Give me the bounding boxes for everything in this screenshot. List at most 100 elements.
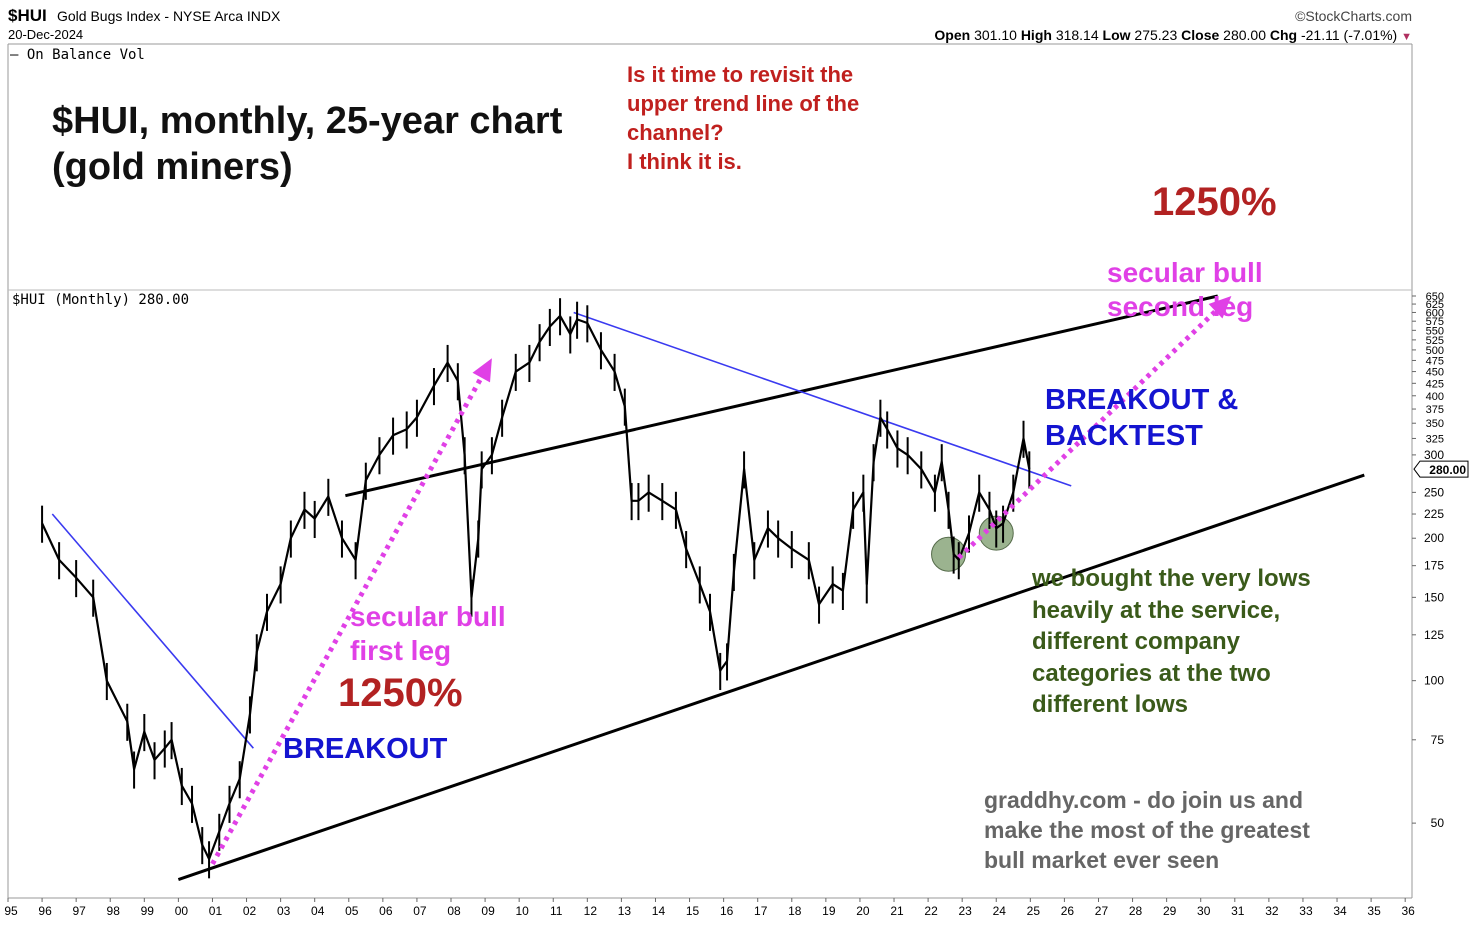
trend-lines	[51, 294, 1365, 881]
y-tick-label: 500	[1426, 345, 1444, 357]
x-tick-label: 98	[107, 904, 121, 918]
x-tick-label: 11	[550, 904, 563, 918]
y-tick-label: 625	[1426, 299, 1444, 311]
open-label: Open	[934, 27, 971, 43]
x-tick-label: 25	[1027, 904, 1041, 918]
percent-second-leg: 1250%	[1152, 180, 1277, 224]
projection-arrow-2-head	[1208, 296, 1232, 319]
chart-date: 20-Dec-2024	[8, 27, 84, 42]
question-line: upper trend line of the	[627, 91, 860, 116]
chg-label: Chg	[1269, 27, 1298, 43]
x-tick-label: 14	[652, 904, 666, 918]
first-leg-label: secular bull first leg	[350, 600, 506, 668]
title-line: (gold miners)	[52, 146, 293, 188]
second-leg-label: secular bull second leg	[1107, 256, 1263, 324]
chart-title-annotation: $HUI, monthly, 25-year chart (gold miner…	[52, 98, 562, 190]
close-label: Close	[1181, 27, 1220, 43]
y-tick-label: 400	[1426, 391, 1444, 403]
breakout-backtest-line: BREAKOUT &	[1045, 384, 1239, 416]
x-tick-label: 12	[584, 904, 598, 918]
second-leg-line: secular bull	[1107, 257, 1263, 288]
x-tick-label: 34	[1333, 904, 1347, 918]
last-price-value: 280.00	[1429, 463, 1466, 477]
breakout-backtest-line: BACKTEST	[1045, 420, 1203, 452]
x-tick-label: 06	[379, 904, 393, 918]
ohlc-readout: Open 301.10 High 318.14 Low 275.23 Close…	[934, 27, 1412, 43]
low-label: Low	[1102, 27, 1131, 43]
axis-ticks: 95 96 97 98 99 00 01 02 03 04 05 06 07 08 09 10 11 12 13 14…	[4, 291, 1469, 918]
second-leg-line: second leg	[1107, 291, 1254, 322]
x-tick-label: 01	[209, 904, 223, 918]
y-tick-label: 450	[1426, 367, 1444, 379]
x-tick-label: 33	[1299, 904, 1313, 918]
open-value: 301.10	[974, 27, 1017, 43]
y-tick-label: 75	[1431, 733, 1445, 747]
y-tick-label: 650	[1426, 291, 1444, 303]
x-tick-label: 28	[1129, 904, 1143, 918]
downtrend-line-1	[51, 513, 254, 749]
x-tick-label: 24	[993, 904, 1007, 918]
x-tick-label: 26	[1061, 904, 1075, 918]
high-value: 318.14	[1055, 27, 1099, 43]
green-note: we bought the very lows heavily at the s…	[1032, 563, 1311, 721]
question-line: I think it is.	[627, 149, 742, 174]
projection-arrows	[210, 296, 1232, 866]
x-tick-label: 15	[686, 904, 700, 918]
x-tick-label: 19	[822, 904, 836, 918]
y-tick-label: 225	[1424, 507, 1444, 521]
x-tick-label: 95	[4, 904, 18, 918]
downtrend-line-2	[573, 311, 1072, 487]
promo-line: graddhy.com - do join us and	[984, 787, 1304, 813]
high-label: High	[1020, 27, 1052, 43]
x-tick-label: 96	[38, 904, 52, 918]
breakout-label: BREAKOUT	[283, 733, 448, 765]
price-line	[41, 314, 1031, 861]
indicator-legend[interactable]: — On Balance Vol	[10, 47, 145, 63]
low-value: 275.23	[1134, 27, 1178, 43]
x-tick-label: 03	[277, 904, 291, 918]
x-tick-label: 10	[515, 904, 529, 918]
x-tick-label: 32	[1265, 904, 1279, 918]
first-leg-line: first leg	[350, 635, 452, 666]
channel-lower-line	[177, 473, 1365, 881]
y-tick-label: 575	[1426, 316, 1444, 328]
x-tick-label: 99	[141, 904, 155, 918]
green-note-line: we bought the very lows	[1032, 565, 1311, 592]
projection-arrow-1-shaft	[210, 376, 484, 866]
green-note-line: different lows	[1032, 691, 1189, 718]
x-tick-label: 35	[1367, 904, 1381, 918]
symbol-description: Gold Bugs Index - NYSE Arca INDX	[57, 8, 281, 24]
down-arrow-icon: ▼	[1401, 31, 1412, 43]
x-tick-label: 30	[1197, 904, 1211, 918]
x-tick-label: 13	[618, 904, 632, 918]
first-leg-line: secular bull	[350, 601, 506, 632]
chg-value: -21.11 (-7.01%)	[1300, 27, 1398, 43]
y-tick-label: 425	[1426, 378, 1444, 390]
y-tick-label: 100	[1424, 674, 1444, 688]
y-tick-label: 550	[1426, 325, 1444, 337]
x-tick-label: 36	[1402, 904, 1416, 918]
y-tick-label: 250	[1424, 485, 1444, 499]
y-tick-label: 475	[1426, 355, 1444, 367]
y-tick-label: 150	[1424, 590, 1444, 604]
y-tick-label: 600	[1426, 307, 1444, 319]
green-note-line: heavily at the service,	[1032, 596, 1281, 624]
x-tick-label: 27	[1095, 904, 1109, 918]
x-tick-label: 21	[890, 904, 904, 918]
y-tick-label: 350	[1426, 418, 1444, 430]
x-tick-label: 18	[788, 904, 802, 918]
y-tick-label: 125	[1424, 628, 1444, 642]
x-tick-label: 17	[754, 904, 768, 918]
price-legend[interactable]: $HUI (Monthly) 280.00	[12, 292, 190, 308]
promo-line: bull market ever seen	[984, 847, 1220, 873]
question-annotation: Is it time to revisit the upper trend li…	[627, 60, 859, 176]
green-note-line: different company	[1032, 628, 1241, 655]
price-series	[41, 298, 1031, 879]
stockcharts-credit[interactable]: ©StockCharts.com	[1295, 8, 1412, 24]
channel-upper-line	[345, 294, 1219, 498]
x-tick-label: 97	[72, 904, 86, 918]
y-tick-label: 300	[1424, 448, 1444, 462]
y-tick-label: 50	[1431, 816, 1445, 830]
promo-note: graddhy.com - do join us and make the mo…	[984, 785, 1310, 875]
